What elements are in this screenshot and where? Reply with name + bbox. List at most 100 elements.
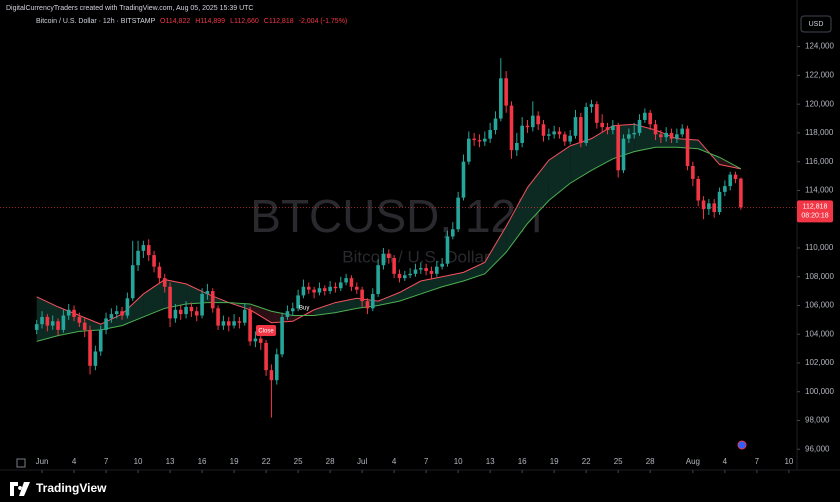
candle-body bbox=[531, 115, 535, 128]
candle-body bbox=[520, 125, 524, 143]
candle-body bbox=[616, 125, 620, 171]
ribbon-fill bbox=[399, 281, 421, 302]
candle-body bbox=[493, 118, 498, 131]
ribbon-fill bbox=[420, 276, 443, 294]
candle-body bbox=[680, 128, 684, 135]
candle-body bbox=[173, 309, 178, 319]
y-tick-label: 122,000 bbox=[805, 71, 834, 80]
candle-body bbox=[595, 104, 599, 123]
last-price-box bbox=[797, 200, 833, 223]
candle-body bbox=[445, 236, 450, 264]
buy-annotation: Buy bbox=[299, 306, 309, 312]
candle-body bbox=[242, 309, 247, 323]
event-icon bbox=[737, 440, 747, 450]
candle-body bbox=[536, 115, 540, 125]
x-tick-label: 28 bbox=[646, 457, 655, 466]
candle-body bbox=[733, 174, 738, 179]
watermark-sub: Bitcoin / U.S. Dollar bbox=[342, 247, 490, 266]
candle-body bbox=[162, 278, 167, 287]
candle-body bbox=[109, 314, 114, 319]
candle-body bbox=[258, 338, 263, 343]
x-tick-label: 19 bbox=[550, 457, 559, 466]
candle-body bbox=[557, 131, 562, 135]
candle-body bbox=[77, 316, 82, 323]
candle-body bbox=[637, 119, 642, 133]
candle-body bbox=[675, 134, 679, 139]
x-tick-label: Aug bbox=[686, 457, 700, 466]
candle-body bbox=[98, 329, 103, 352]
x-tick-label: 22 bbox=[262, 457, 271, 466]
ribbon-fill bbox=[463, 262, 485, 282]
y-tick-label: 108,000 bbox=[805, 272, 834, 281]
candle-body bbox=[66, 309, 71, 316]
y-tick-label: 96,000 bbox=[805, 444, 830, 453]
candle-body bbox=[653, 124, 658, 135]
x-tick-label: 22 bbox=[582, 457, 591, 466]
candle-body bbox=[461, 161, 466, 198]
currency-button[interactable] bbox=[800, 15, 832, 33]
candle-body bbox=[664, 132, 668, 138]
candle-body bbox=[200, 293, 204, 316]
candle-body bbox=[552, 131, 556, 135]
ribbon-fill bbox=[548, 145, 571, 201]
candle-body bbox=[120, 311, 124, 316]
candle-body bbox=[248, 309, 252, 342]
candle-body bbox=[477, 140, 482, 142]
candle-body bbox=[136, 250, 140, 266]
candle-body bbox=[280, 316, 284, 355]
y-tick-label: 98,000 bbox=[805, 416, 830, 425]
candle-body bbox=[232, 321, 236, 326]
close-annotation-box bbox=[256, 325, 276, 336]
candle-body bbox=[253, 338, 258, 342]
x-tick-label: 4 bbox=[72, 457, 77, 466]
candle-body bbox=[418, 268, 423, 270]
candle-body bbox=[472, 138, 476, 141]
candle-body bbox=[376, 265, 380, 294]
currency-label[interactable]: USD bbox=[809, 21, 824, 28]
candle-body bbox=[728, 174, 733, 187]
candle-body bbox=[386, 253, 391, 259]
ohlc-value: L112,660 bbox=[230, 18, 259, 25]
candle-body bbox=[296, 295, 300, 309]
ohlc-value: C112,818 bbox=[264, 18, 294, 25]
candle-body bbox=[34, 324, 39, 330]
y-tick-label: 118,000 bbox=[805, 128, 834, 137]
candle-body bbox=[632, 132, 636, 135]
footer bbox=[0, 475, 840, 502]
candle-body bbox=[440, 263, 444, 267]
y-tick-label: 120,000 bbox=[805, 99, 834, 108]
ribbon-fill bbox=[570, 138, 592, 184]
candle-body bbox=[205, 291, 210, 294]
x-tick-label: 10 bbox=[784, 457, 793, 466]
candle-body bbox=[509, 105, 514, 151]
candle-body bbox=[317, 288, 322, 293]
candle-body bbox=[210, 291, 215, 309]
candle-body bbox=[627, 134, 631, 139]
x-tick-label: 7 bbox=[424, 457, 429, 466]
candle-body bbox=[189, 306, 194, 312]
candle-body bbox=[152, 255, 156, 267]
y-tick-label: 106,000 bbox=[805, 301, 834, 310]
candle-body bbox=[141, 245, 146, 251]
candle-body bbox=[72, 309, 76, 317]
candle-body bbox=[541, 124, 546, 136]
settings-icon[interactable] bbox=[16, 458, 26, 468]
candle-body bbox=[61, 315, 66, 330]
candle-body bbox=[146, 245, 151, 256]
candle-body bbox=[685, 128, 690, 166]
candle-body bbox=[397, 273, 402, 279]
candle-body bbox=[563, 134, 567, 142]
candle-body bbox=[226, 321, 231, 326]
candle-body bbox=[723, 186, 727, 192]
brand-name: TradingView bbox=[36, 481, 107, 495]
candle-body bbox=[365, 301, 370, 309]
candle-body bbox=[40, 316, 44, 325]
candle-body bbox=[467, 138, 471, 162]
candle-body bbox=[621, 138, 626, 171]
candle-body bbox=[589, 104, 594, 108]
candle-body bbox=[584, 107, 588, 143]
candle-body bbox=[338, 282, 343, 289]
symbol-title: Bitcoin / U.S. Dollar · 12h · BITSTAMP bbox=[36, 18, 156, 25]
candle-body bbox=[269, 370, 274, 381]
